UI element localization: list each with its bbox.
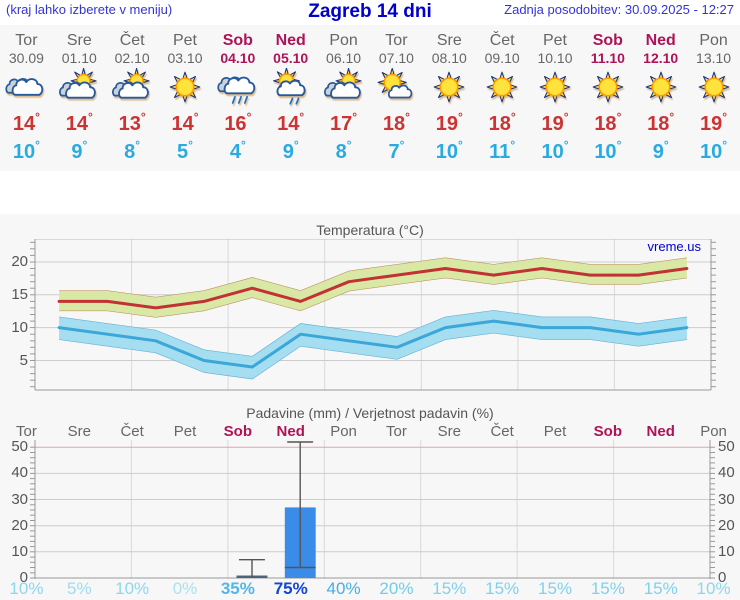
svg-text:vreme.us: vreme.us — [648, 239, 702, 254]
